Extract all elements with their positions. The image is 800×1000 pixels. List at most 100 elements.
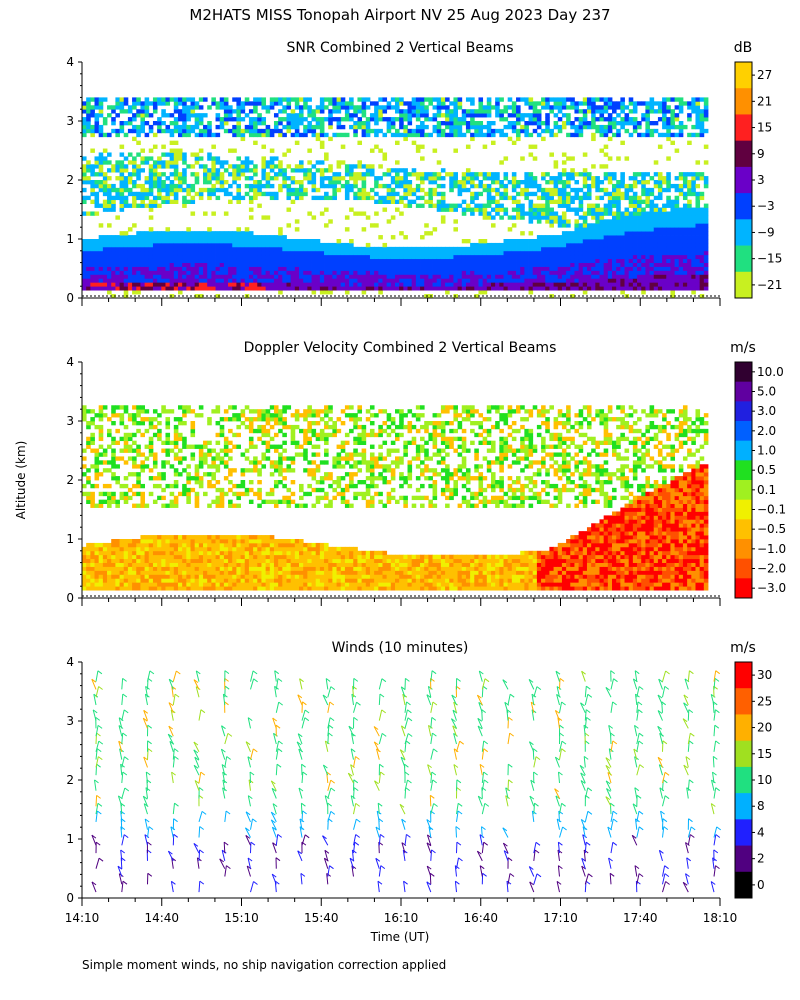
data-cell bbox=[553, 219, 559, 224]
data-cell bbox=[357, 124, 363, 130]
data-cell bbox=[107, 235, 112, 240]
data-cell bbox=[549, 105, 554, 110]
data-cell bbox=[582, 183, 588, 189]
data-cell bbox=[420, 235, 425, 240]
data-cell bbox=[670, 266, 676, 271]
data-cell bbox=[152, 282, 158, 287]
data-cell bbox=[361, 270, 367, 275]
data-cell bbox=[278, 117, 283, 122]
data-cell bbox=[173, 258, 179, 263]
data-cell bbox=[449, 270, 454, 275]
data-cell bbox=[624, 254, 630, 260]
data-cell bbox=[115, 187, 120, 193]
data-cell bbox=[98, 160, 104, 165]
data-cell bbox=[578, 207, 584, 212]
data-cell bbox=[436, 270, 442, 275]
data-cell bbox=[578, 231, 584, 236]
data-cell bbox=[152, 246, 158, 252]
data-cell bbox=[420, 180, 425, 185]
data-cell bbox=[169, 140, 175, 145]
data-cell bbox=[503, 282, 509, 287]
data-cell bbox=[695, 183, 701, 189]
data-cell bbox=[695, 121, 701, 126]
data-cell bbox=[612, 250, 617, 256]
data-cell bbox=[98, 278, 104, 283]
data-cell bbox=[136, 195, 141, 201]
data-cell bbox=[157, 187, 162, 193]
data-cell bbox=[332, 195, 337, 201]
data-cell bbox=[428, 199, 433, 204]
data-cell bbox=[140, 113, 145, 118]
data-cell bbox=[436, 207, 442, 212]
data-cell bbox=[486, 203, 492, 208]
data-cell bbox=[165, 235, 171, 240]
data-cell bbox=[699, 235, 705, 240]
data-cell bbox=[107, 246, 112, 252]
data-cell bbox=[311, 176, 317, 181]
data-cell bbox=[282, 117, 287, 122]
data-cell bbox=[127, 270, 133, 275]
data-cell bbox=[699, 246, 705, 252]
data-cell bbox=[482, 124, 488, 130]
data-cell bbox=[545, 262, 550, 267]
data-cell bbox=[653, 121, 659, 126]
data-cell bbox=[395, 278, 400, 283]
data-cell bbox=[140, 117, 145, 122]
data-cell bbox=[457, 191, 463, 197]
data-cell bbox=[445, 109, 450, 114]
data-cell bbox=[182, 239, 187, 244]
data-cell bbox=[107, 258, 112, 263]
data-cell bbox=[111, 128, 116, 134]
data-cell bbox=[94, 278, 100, 283]
data-cell bbox=[411, 101, 417, 106]
data-cell bbox=[161, 231, 166, 236]
data-cell bbox=[645, 286, 650, 291]
data-cell bbox=[123, 483, 129, 489]
data-cell bbox=[132, 262, 137, 267]
data-cell bbox=[290, 274, 296, 279]
data-cell bbox=[236, 278, 241, 283]
data-cell bbox=[586, 286, 592, 291]
data-cell bbox=[115, 128, 120, 134]
data-cell bbox=[365, 105, 371, 110]
data-cell bbox=[82, 582, 87, 587]
data-cell bbox=[86, 270, 91, 275]
data-cell bbox=[82, 258, 87, 263]
data-cell bbox=[203, 164, 208, 169]
data-cell bbox=[424, 286, 429, 291]
data-cell bbox=[586, 278, 592, 283]
data-cell bbox=[269, 239, 275, 244]
data-cell bbox=[645, 101, 650, 106]
data-cell bbox=[198, 148, 204, 153]
data-cell bbox=[553, 282, 559, 287]
data-cell bbox=[223, 160, 229, 165]
data-cell bbox=[545, 128, 550, 134]
data-cell bbox=[207, 121, 212, 126]
data-cell bbox=[102, 148, 108, 153]
data-cell bbox=[173, 164, 179, 169]
data-cell bbox=[215, 132, 221, 138]
data-cell bbox=[607, 270, 613, 275]
data-cell bbox=[111, 472, 116, 477]
data-cell bbox=[637, 282, 642, 287]
data-cell bbox=[662, 219, 667, 224]
data-cell bbox=[703, 183, 709, 189]
data-cell bbox=[357, 250, 363, 256]
data-cell bbox=[336, 105, 342, 110]
data-cell bbox=[607, 262, 613, 267]
data-cell bbox=[123, 499, 129, 504]
data-cell bbox=[411, 258, 417, 263]
data-cell bbox=[94, 468, 100, 473]
data-cell bbox=[607, 97, 613, 102]
data-cell bbox=[507, 215, 513, 220]
data-cell bbox=[353, 266, 358, 271]
data-cell bbox=[353, 183, 358, 189]
data-cell bbox=[148, 235, 154, 240]
data-cell bbox=[495, 97, 500, 102]
data-cell bbox=[390, 215, 396, 220]
data-cell bbox=[482, 278, 488, 283]
data-cell bbox=[415, 132, 421, 138]
data-cell bbox=[127, 180, 133, 185]
data-cell bbox=[687, 223, 692, 228]
